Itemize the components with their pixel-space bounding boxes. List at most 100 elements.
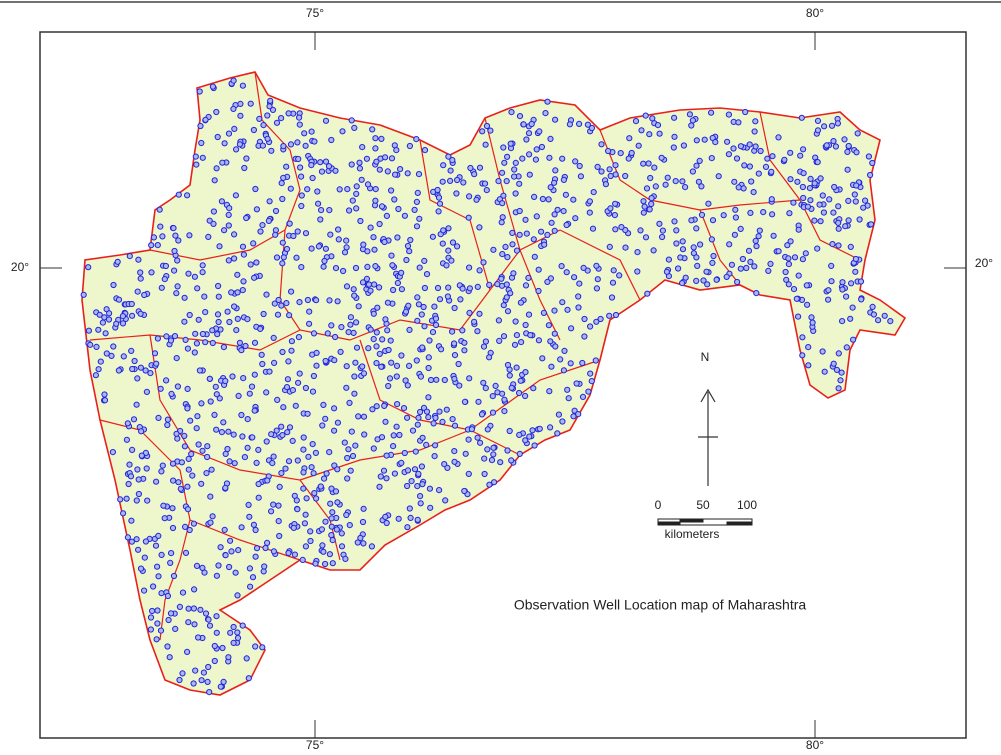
well-point — [331, 427, 338, 434]
well-point — [783, 276, 790, 283]
well-point — [206, 622, 214, 629]
well-point — [247, 261, 254, 268]
well-point — [347, 314, 354, 321]
well-point — [233, 146, 240, 153]
well-point — [494, 281, 501, 288]
well-point — [552, 116, 559, 123]
well-point — [126, 253, 133, 260]
well-point — [499, 200, 506, 207]
well-point — [289, 387, 296, 394]
well-point — [404, 482, 411, 490]
well-point — [182, 549, 190, 557]
well-point — [335, 236, 342, 243]
well-point — [643, 185, 651, 192]
well-point — [481, 455, 488, 462]
well-point — [266, 198, 273, 205]
well-point — [380, 467, 388, 474]
well-point — [413, 223, 421, 230]
well-point — [659, 227, 667, 234]
well-point — [334, 466, 341, 473]
well-point — [531, 442, 538, 449]
well-point — [830, 209, 837, 216]
well-point — [608, 294, 616, 301]
well-point — [698, 183, 705, 190]
well-point — [311, 490, 318, 497]
well-point — [343, 511, 350, 519]
well-point — [447, 177, 454, 184]
well-point — [199, 154, 206, 161]
well-point — [377, 473, 384, 480]
lon-label: 80° — [806, 6, 824, 20]
well-point — [167, 610, 175, 617]
well-point — [460, 179, 467, 186]
well-point — [334, 419, 341, 426]
well-point — [646, 206, 653, 213]
well-point — [559, 155, 566, 162]
well-point — [804, 203, 812, 210]
well-point — [510, 173, 518, 180]
well-point — [860, 204, 867, 211]
well-point — [461, 347, 468, 354]
well-point — [190, 680, 197, 687]
well-point — [306, 320, 313, 327]
well-point — [213, 108, 220, 116]
well-point — [352, 442, 359, 449]
well-point — [417, 408, 424, 416]
well-point — [195, 634, 202, 641]
well-point — [765, 267, 772, 274]
well-point — [825, 287, 832, 294]
well-point — [334, 298, 341, 305]
well-point — [301, 130, 308, 137]
well-point — [270, 453, 277, 460]
well-point — [622, 244, 629, 251]
well-point — [481, 180, 489, 187]
well-point — [178, 459, 185, 466]
well-point — [184, 483, 191, 490]
well-point — [260, 568, 267, 575]
well-point — [835, 350, 842, 357]
well-point — [251, 274, 258, 281]
well-point — [564, 386, 571, 393]
well-point — [234, 592, 241, 599]
well-point — [321, 257, 328, 265]
well-point — [167, 559, 174, 567]
well-point — [346, 522, 353, 529]
well-point — [828, 262, 835, 269]
well-point — [205, 616, 212, 623]
well-point — [651, 164, 658, 171]
well-point — [355, 303, 362, 310]
well-point — [400, 405, 408, 412]
well-point — [547, 135, 554, 142]
well-point — [803, 282, 810, 289]
well-point — [512, 159, 519, 166]
well-point — [214, 133, 221, 141]
well-point — [673, 227, 680, 234]
well-point — [433, 376, 440, 383]
well-point — [811, 217, 818, 224]
scale-unit: kilometers — [665, 527, 720, 541]
well-point — [378, 203, 386, 210]
well-point — [166, 654, 173, 661]
well-point — [408, 478, 415, 485]
well-point — [369, 126, 376, 133]
well-point — [270, 548, 277, 555]
well-point — [174, 383, 181, 390]
well-point — [198, 480, 205, 487]
well-point — [195, 441, 202, 448]
well-point — [800, 170, 807, 177]
well-point — [327, 231, 334, 238]
well-point — [348, 428, 355, 435]
well-point — [221, 526, 228, 534]
well-point — [516, 431, 523, 438]
well-point — [339, 128, 346, 135]
well-point — [474, 283, 481, 290]
well-point — [475, 398, 482, 405]
well-point — [193, 340, 200, 347]
well-point — [228, 289, 235, 296]
well-point — [468, 426, 475, 433]
well-point — [154, 335, 161, 342]
well-point — [282, 465, 289, 472]
well-point — [570, 196, 577, 203]
well-point — [129, 446, 136, 453]
well-point — [548, 219, 555, 226]
